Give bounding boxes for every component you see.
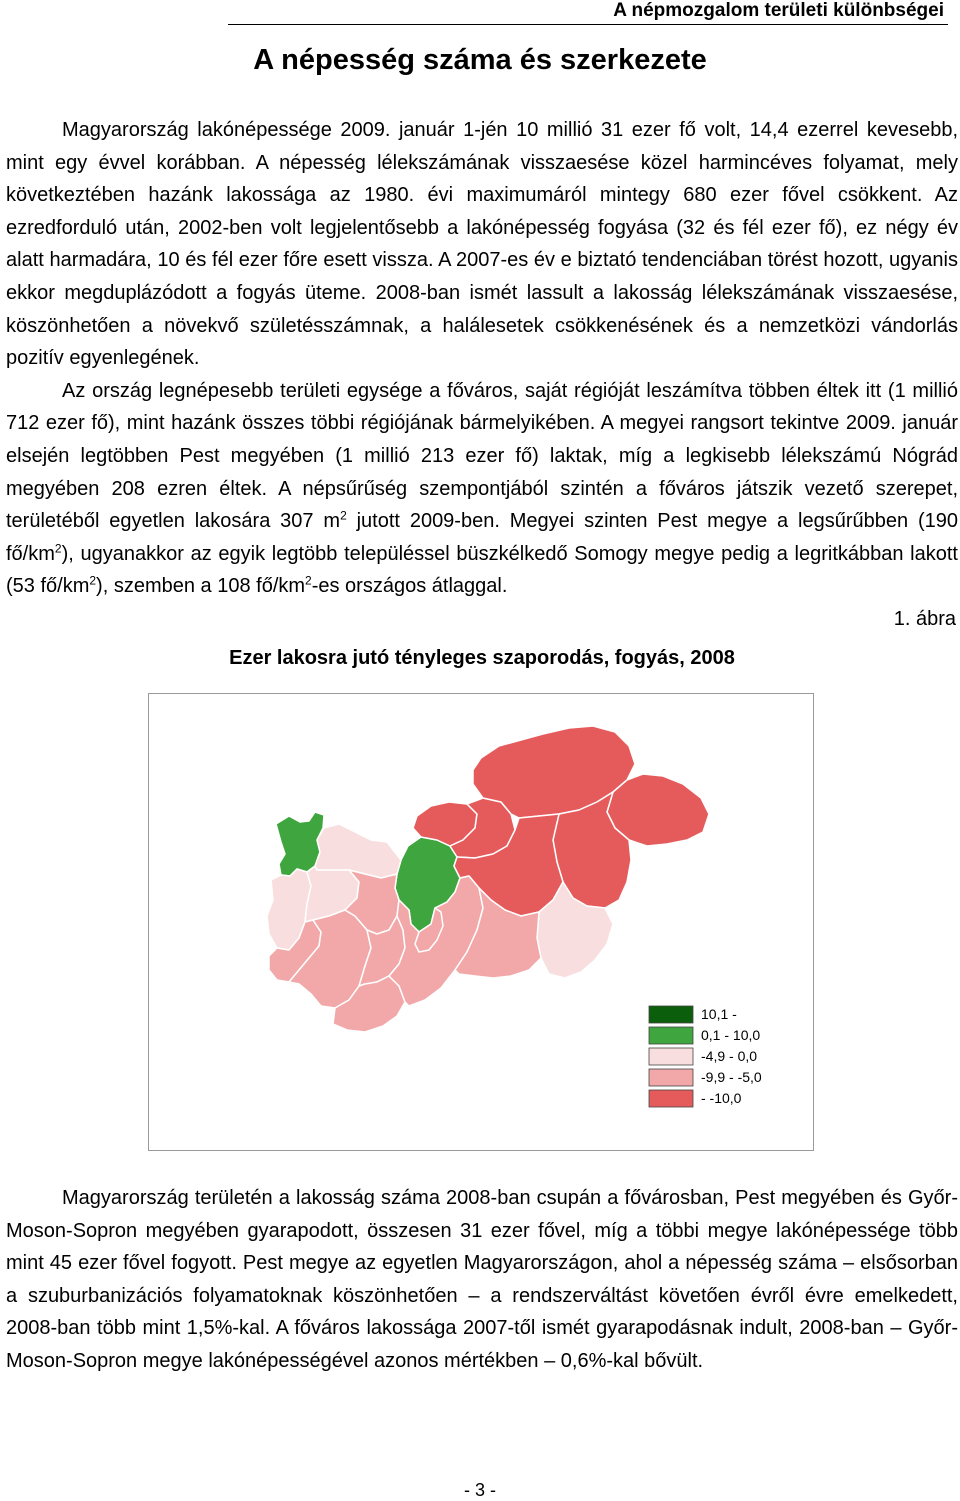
header-rule xyxy=(228,24,948,25)
legend-swatch-4 xyxy=(648,1089,694,1108)
p2-part-a: Az ország legnépesebb területi egysége a… xyxy=(6,379,958,533)
legend-swatch-0 xyxy=(648,1005,694,1024)
outro-paragraph-1: Magyarország területén a lakosság száma … xyxy=(6,1187,958,1372)
outro-text: Magyarország területén a lakosság száma … xyxy=(6,1182,958,1378)
intro-paragraph-1: Magyarország lakónépessége 2009. január … xyxy=(6,119,958,370)
intro-text: Magyarország lakónépessége 2009. január … xyxy=(6,114,958,603)
p2-sup-1: 2 xyxy=(340,508,347,523)
figure-title: Ezer lakosra jutó tényleges szaporodás, … xyxy=(0,647,960,670)
legend-swatch-1 xyxy=(648,1026,694,1045)
hungary-county-map: 10,1 - 0,1 - 10,0 -4,9 - 0,0 -9,9 - -5,0 - -… xyxy=(266,725,762,1108)
legend-swatch-3 xyxy=(648,1068,694,1087)
legend-label-2: -4,9 - 0,0 xyxy=(701,1048,757,1064)
map-region-csongrad xyxy=(454,887,542,979)
map-regions xyxy=(266,725,710,1033)
legend-label-1: 0,1 - 10,0 xyxy=(701,1027,760,1043)
page-title: A népesség száma és szerkezete xyxy=(0,44,960,77)
legend-label-4: - -10,0 xyxy=(701,1090,742,1106)
running-header: A népmozgalom területi különbségei xyxy=(613,0,944,21)
p2-part-c: ), ugyanakkor az egyik legtöbb település… xyxy=(6,542,958,598)
p2-sup-2: 2 xyxy=(54,541,62,556)
legend-swatch-2 xyxy=(648,1047,694,1066)
p2-sup-4: 2 xyxy=(305,573,312,588)
map-frame: 10,1 - 0,1 - 10,0 -4,9 - 0,0 -9,9 - -5,0 - -… xyxy=(148,693,814,1151)
map-region-central-strip xyxy=(414,907,444,953)
map-region-bekes xyxy=(536,881,614,979)
page-number: - 3 - xyxy=(463,1480,496,1500)
p2-part-d: ), szemben a 108 fő/km xyxy=(96,575,306,598)
figure-title-text: Ezer lakosra jutó tényleges szaporodás, … xyxy=(229,647,735,669)
legend-label-3: -9,9 - -5,0 xyxy=(701,1069,762,1085)
map-legend: 10,1 - 0,1 - 10,0 -4,9 - 0,0 -9,9 - -5,0 - -… xyxy=(648,1005,762,1108)
p2-sup-3: 2 xyxy=(89,573,97,588)
figure-number: 1. ábra xyxy=(893,608,956,630)
p2-part-b: jutott 2009-ben. Megyei szinten Pest meg… xyxy=(6,510,958,565)
intro-paragraph-2: Az ország legnépesebb területi egysége a… xyxy=(6,375,958,603)
legend-label-0: 10,1 - xyxy=(701,1006,737,1022)
page-title-text: A népesség száma és szerkezete xyxy=(253,44,707,76)
p2-part-e: -es országos átlaggal. xyxy=(311,575,508,598)
